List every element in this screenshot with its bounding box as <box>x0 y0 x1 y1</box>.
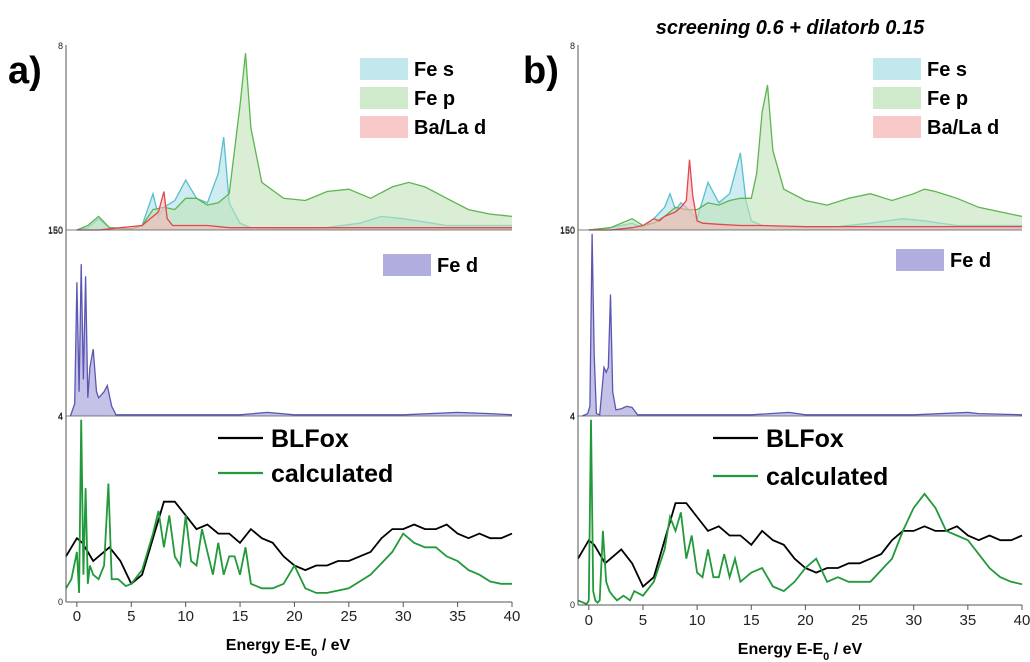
panel-b-top-ba-la-d-line <box>588 159 1022 231</box>
panel-a-xtick-label-0: 0 <box>73 608 81 625</box>
panel-a-middle-ytick-bottom: 4 <box>58 411 63 421</box>
panel-a-xtick-label-35: 35 <box>449 608 466 625</box>
panel-b-legend-fe-p-swatch <box>873 87 921 109</box>
panel-a-label: a) <box>8 50 42 92</box>
panel-a-legend-fe-s-swatch <box>360 58 408 80</box>
panel-b-xtick-label-30: 30 <box>905 612 922 629</box>
panel-a-xtick-label-30: 30 <box>395 608 412 625</box>
panel-a-legend-fe-s-label: Fe s <box>414 59 454 81</box>
panel-b-middle-fe-d-line <box>582 233 1023 417</box>
panel-b-xtick-label-25: 25 <box>851 612 868 629</box>
panel-b-legend-calculated-label: calculated <box>766 463 888 491</box>
panel-b-legend-ba-la-d-label: Ba/La d <box>927 117 999 139</box>
panel-a-legend-fe-d-label: Fe d <box>437 255 478 277</box>
panel-a-top-ytick-bottom: 150 <box>48 225 63 235</box>
panel-a-legend-fe-d-swatch <box>383 254 431 276</box>
panel-a-middle-fe-d-line <box>69 264 513 417</box>
panel-a-xtick-label-25: 25 <box>340 608 357 625</box>
panel-b-legend-fe-s-label: Fe s <box>927 59 967 81</box>
panel-b-middle-ytick-top: 150 <box>560 226 575 236</box>
panel-a-xlabel: Energy E-E0 / eV <box>226 637 351 659</box>
panel-a-xtick-label-15: 15 <box>232 608 249 625</box>
panel-a-legend-calculated-label: calculated <box>271 460 393 488</box>
panel-b-xlabel: Energy E-E0 / eV <box>738 641 863 662</box>
panel-a-top-ba-la-d-area <box>76 191 513 230</box>
panel-b-legend-fe-s-swatch <box>873 58 921 80</box>
panel-a-xtick-label-20: 20 <box>286 608 303 625</box>
panel-b-xtick-label-35: 35 <box>960 612 977 629</box>
panel-b-xtick-label-40: 40 <box>1014 612 1030 629</box>
panel-b-xtick-label-10: 10 <box>689 612 706 629</box>
panel-a-bottom-blfox-line <box>65 500 513 586</box>
panel-a-top-fe-p-area <box>76 53 513 231</box>
panel-b-legend-fe-d-swatch <box>896 249 944 271</box>
panel-a-legend-fe-p-swatch <box>360 87 408 109</box>
panel-b-bottom-ytick-top: 4 <box>570 412 575 422</box>
panel-b-legend-blfox-label: BLFox <box>766 425 844 453</box>
panel-b-bottom-ytick-bottom: 0 <box>570 600 575 610</box>
panel-b-xtick-label-15: 15 <box>743 612 760 629</box>
panel-b-middle-ytick-bottom: 4 <box>570 411 575 421</box>
panel-b-xtick-label-20: 20 <box>797 612 814 629</box>
panel-b-bottom-calculated-line <box>577 419 1023 606</box>
panel-a-xtick-label-5: 5 <box>127 608 135 625</box>
panel-b-subtitle: screening 0.6 + dilatorb 0.15 <box>656 17 925 39</box>
panel-a-top-ba-la-d-line <box>76 191 512 231</box>
panel-b-bottom-blfox-line <box>577 502 1023 588</box>
panel-a-bottom-ytick-top: 4 <box>58 412 63 422</box>
panel-b-legend-ba-la-d-swatch <box>873 116 921 138</box>
panel-a-bottom-calculated-line <box>65 419 512 594</box>
panel-a-legend-ba-la-d-swatch <box>360 116 408 138</box>
panel-b-legend-fe-d-label: Fe d <box>950 250 991 272</box>
panel-b-top-ytick-top: 8 <box>570 41 575 51</box>
panel-a-top-ytick-top: 8 <box>58 41 63 51</box>
panel-a-legend-fe-p-label: Fe p <box>414 88 455 110</box>
panel-b-xtick-label-5: 5 <box>639 612 647 629</box>
panel-b-top-ytick-bottom: 150 <box>560 225 575 235</box>
panel-b-label: b) <box>523 50 559 92</box>
panel-a-middle-fe-d-area <box>70 264 513 416</box>
panel-b-legend-fe-p-label: Fe p <box>927 88 968 110</box>
panel-a-legend-ba-la-d-label: Ba/La d <box>414 117 486 139</box>
panel-a-xtick-label-40: 40 <box>504 608 521 625</box>
panel-a-xtick-label-10: 10 <box>177 608 194 625</box>
panel-a-middle-ytick-top: 150 <box>48 226 63 236</box>
panel-b-xtick-label-0: 0 <box>585 612 593 629</box>
panel-a-legend-blfox-label: BLFox <box>271 425 349 453</box>
panel-a-bottom-ytick-bottom: 0 <box>58 597 63 607</box>
